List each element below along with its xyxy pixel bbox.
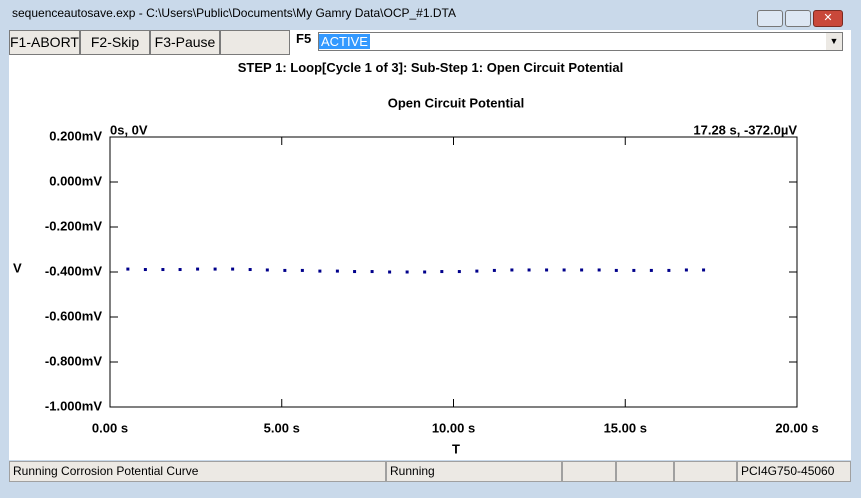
data-point (248, 268, 252, 272)
data-point (196, 267, 200, 271)
x-tick-label: 15.00 s (604, 420, 647, 435)
status-pane: Running (386, 461, 562, 482)
status-pane (674, 461, 737, 482)
data-point (265, 268, 269, 272)
data-point (632, 268, 636, 272)
dropdown-arrow[interactable]: ▼ (826, 33, 842, 50)
data-point (457, 270, 461, 274)
data-point (231, 267, 235, 271)
plot-frame (109, 136, 798, 408)
data-point (178, 268, 182, 272)
chart-title: Open Circuit Potential (388, 95, 525, 110)
window-title: sequenceautosave.exp - C:\Users\Public\D… (12, 6, 456, 20)
client-area (9, 30, 851, 460)
data-point (161, 268, 165, 272)
dropdown-value: ACTIVE (319, 34, 370, 49)
skip-button[interactable]: F2-Skip (80, 30, 150, 55)
data-point (318, 269, 322, 273)
data-point (667, 268, 671, 272)
x-tick-label: 0.00 s (92, 420, 128, 435)
y-tick-label: 0.200mV (49, 128, 102, 143)
data-point (213, 267, 217, 271)
y-tick-label: -1.000mV (45, 398, 102, 413)
end-label: 17.28 s, -372.0µV (693, 122, 797, 137)
data-point (388, 270, 392, 274)
data-point (702, 268, 706, 272)
y-tick-label: 0.000mV (49, 173, 102, 188)
data-point (143, 268, 147, 272)
x-axis-label: T (452, 441, 460, 456)
step-text: STEP 1: Loop[Cycle 1 of 3]: Sub-Step 1: … (237, 60, 624, 75)
x-tick-label: 20.00 s (775, 420, 818, 435)
y-tick-label: -0.400mV (45, 263, 102, 278)
minimize-button[interactable] (757, 10, 783, 27)
y-axis-label: V (13, 260, 22, 275)
data-point (405, 270, 409, 274)
data-point (649, 268, 653, 272)
data-point (370, 270, 374, 274)
data-point (126, 267, 130, 271)
status-pane: Running Corrosion Potential Curve (9, 461, 386, 482)
data-point (580, 268, 584, 272)
status-pane: PCI4G750-45060 (737, 461, 851, 482)
data-point (527, 268, 531, 272)
status-dropdown[interactable]: ACTIVE ▼ (318, 32, 843, 51)
data-point (283, 268, 287, 272)
data-point (492, 268, 496, 272)
x-tick-label: 10.00 s (432, 420, 475, 435)
y-tick-label: -0.200mV (45, 218, 102, 233)
data-point (510, 268, 514, 272)
data-point (353, 270, 357, 274)
y-tick-label: -0.600mV (45, 308, 102, 323)
status-pane (562, 461, 616, 482)
data-point (475, 269, 479, 273)
empty-button[interactable] (220, 30, 290, 55)
pause-button[interactable]: F3-Pause (150, 30, 220, 55)
data-point (597, 268, 601, 272)
data-point (562, 268, 566, 272)
data-point (335, 269, 339, 273)
x-tick-label: 5.00 s (264, 420, 300, 435)
data-point (545, 268, 549, 272)
data-point (300, 268, 304, 272)
maximize-button[interactable] (785, 10, 811, 27)
data-point (440, 270, 444, 274)
y-tick-label: -0.800mV (45, 353, 102, 368)
status-pane (616, 461, 674, 482)
abort-button[interactable]: F1-ABORT (9, 30, 80, 55)
data-point (614, 268, 618, 272)
f5-label: F5 (296, 31, 312, 46)
data-point (423, 270, 427, 274)
start-label: 0s, 0V (110, 122, 148, 137)
close-button[interactable]: ✕ (813, 10, 843, 27)
data-point (684, 268, 688, 272)
